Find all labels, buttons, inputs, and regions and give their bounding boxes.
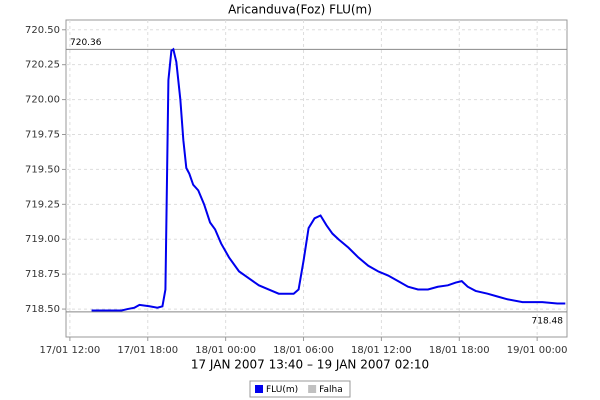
legend-label: FLU(m): [266, 385, 298, 395]
y-tick-label: 719.25: [25, 199, 60, 210]
x-axis-label: 17 JAN 2007 13:40 – 19 JAN 2007 02:10: [191, 358, 429, 372]
y-tick-label: 719.50: [25, 164, 60, 175]
x-tick-label: 18/01 06:00: [273, 345, 334, 356]
y-tick-label: 719.00: [25, 234, 60, 245]
x-tick-label: 18/01 12:00: [351, 345, 412, 356]
plot-area: [65, 19, 568, 338]
y-tick-label: 720.25: [25, 60, 60, 71]
x-tick-label: 18/01 00:00: [195, 345, 256, 356]
x-tick-label: 17/01 18:00: [117, 345, 178, 356]
line-series: [91, 47, 566, 312]
legend-label: Falha: [319, 385, 343, 395]
legend-swatch: [308, 385, 317, 393]
legend: [249, 380, 351, 398]
y-tick-label: 720.50: [25, 25, 60, 36]
y-tick-label: 719.75: [25, 130, 60, 141]
x-tick-label: 17/01 12:00: [39, 345, 100, 356]
x-tick-label: 18/01 18:00: [429, 345, 490, 356]
y-tick-label: 718.75: [25, 269, 60, 280]
y-tick-label: 720.00: [25, 95, 60, 106]
reference-label: 718.48: [532, 316, 564, 326]
legend-swatch: [255, 385, 263, 393]
y-tick-label: 718.50: [25, 304, 60, 315]
reference-label: 720.36: [70, 38, 102, 48]
chart-title: Aricanduva(Foz) FLU(m): [228, 3, 372, 17]
x-tick-label: 19/01 00:00: [507, 345, 568, 356]
